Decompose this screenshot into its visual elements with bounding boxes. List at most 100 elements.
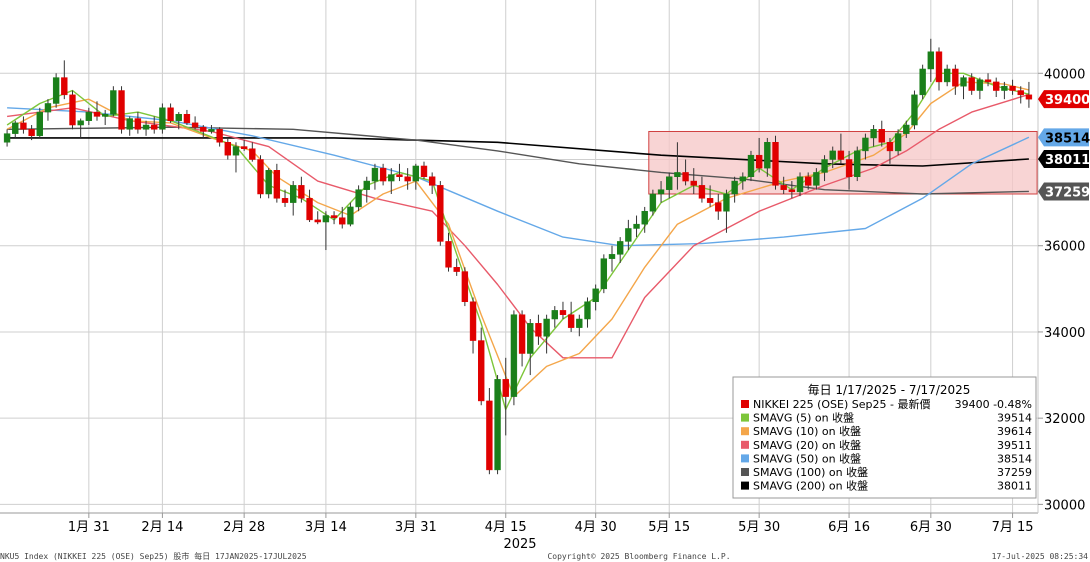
- candle-body: [927, 51, 935, 70]
- candle-body: [772, 142, 779, 186]
- sma200-line: [7, 137, 1029, 167]
- candle-body: [666, 176, 673, 190]
- candle-body: [52, 77, 60, 104]
- candle-body: [894, 133, 902, 152]
- value-tag: [1038, 90, 1089, 109]
- candle-body: [208, 129, 215, 132]
- candle-body: [494, 379, 501, 471]
- candle-body: [788, 189, 796, 193]
- candle-body: [453, 267, 460, 272]
- candle-body: [952, 68, 959, 87]
- candle-body: [478, 340, 485, 402]
- legend-label: SMAVG (5) on 收盤: [753, 411, 854, 425]
- candle-body: [118, 90, 125, 130]
- y-tick-label: 32000: [1044, 412, 1085, 427]
- candle-body: [502, 379, 509, 397]
- candle-body: [976, 79, 984, 91]
- candle-body: [911, 94, 918, 126]
- y-tick-label: 34000: [1044, 326, 1085, 341]
- legend-label: SMAVG (10) on 收盤: [753, 424, 861, 438]
- footer-center: Copyright© 2025 Bloomberg Finance L.P.: [547, 552, 730, 561]
- candle-body: [28, 129, 35, 137]
- candle-body: [608, 254, 616, 259]
- candle-body: [77, 120, 84, 126]
- candle-body: [567, 314, 575, 328]
- candle-body: [20, 122, 27, 130]
- x-tick-label: 3月 14: [305, 520, 347, 535]
- candle-body: [363, 180, 370, 190]
- legend-swatch: [741, 481, 749, 490]
- candle-body: [249, 148, 256, 160]
- candle-body: [142, 124, 150, 130]
- legend-swatch: [741, 440, 749, 449]
- x-year-label: 2025: [503, 537, 536, 552]
- candle-body: [314, 219, 321, 223]
- candle-body: [396, 174, 403, 177]
- candle-body: [813, 172, 820, 186]
- legend-value: 39514: [997, 412, 1032, 425]
- candle-body: [739, 176, 746, 182]
- candle-body: [224, 142, 231, 156]
- candle-body: [845, 159, 853, 177]
- legend-label: SMAVG (100) on 收盤: [753, 465, 868, 479]
- candle-body: [600, 258, 608, 290]
- candle-body: [1001, 85, 1008, 91]
- candle-body: [649, 193, 657, 212]
- candle-body: [993, 81, 1000, 91]
- candle-body: [151, 124, 158, 130]
- candle-body: [715, 202, 722, 212]
- candle-body: [616, 241, 624, 255]
- candle-body: [273, 170, 281, 199]
- candle-body: [854, 150, 861, 177]
- x-axis: 1月 31 2月 14 2月 28 3月 14 3月 31 4月 15 4月 30 5月 15…: [68, 513, 1034, 535]
- candle-body: [347, 206, 354, 225]
- x-tick-label: 4月 30: [575, 520, 617, 535]
- value-tag: [1038, 182, 1089, 201]
- candle-body: [126, 118, 133, 130]
- legend-swatch: [741, 413, 749, 422]
- x-tick-label: 2月 14: [141, 520, 183, 535]
- candle-body: [527, 323, 534, 354]
- sma100-line: [7, 126, 1029, 195]
- candle-body: [796, 176, 804, 193]
- candle-body: [322, 215, 330, 223]
- candle-body: [862, 137, 869, 152]
- legend-swatch: [741, 427, 749, 436]
- legend: 毎日 1/17/2025 - 7/17/2025 NIKKEI 225 (OSE…: [732, 376, 1037, 499]
- candle-body: [682, 172, 689, 182]
- candle-body: [61, 77, 68, 96]
- x-tick-label: 7月 15: [992, 520, 1034, 535]
- candle-body: [943, 68, 951, 83]
- candle-body: [240, 146, 248, 149]
- right-value-labels: 39400 38514 38011 37259: [1038, 90, 1090, 201]
- y-tick-label: 40000: [1044, 67, 1085, 82]
- x-tick-label: 5月 30: [738, 520, 780, 535]
- candle-body: [535, 323, 542, 337]
- legend-box: [732, 376, 1037, 499]
- x-tick-label: 4月 15: [485, 520, 527, 535]
- candle-body: [469, 301, 477, 341]
- candle-body: [870, 129, 877, 139]
- candle-body: [265, 170, 272, 195]
- candle-body: [984, 79, 992, 83]
- legend-swatch: [741, 400, 749, 408]
- candle-body: [837, 150, 845, 160]
- candle-body: [919, 68, 926, 96]
- candle-body: [388, 174, 395, 182]
- x-tick-label: 3月 31: [395, 520, 437, 535]
- candle-body: [551, 310, 558, 320]
- candle-body: [576, 318, 583, 328]
- candle-body: [960, 77, 967, 87]
- candle-body: [191, 122, 199, 128]
- value-tag: [1038, 128, 1089, 147]
- x-tick-label: 1月 31: [68, 520, 110, 535]
- candle-body: [306, 198, 313, 221]
- candle-body: [584, 301, 591, 320]
- legend-swatch: [741, 454, 749, 463]
- candle-body: [355, 189, 362, 208]
- footer-left: NKU5 Index (NIKKEI 225 (OSE) Sep25) 股市 每…: [0, 551, 307, 561]
- legend-value: 39614: [997, 425, 1032, 438]
- candle-body: [437, 185, 444, 242]
- x-tick-label: 6月 16: [828, 520, 870, 535]
- candle-body: [755, 154, 763, 169]
